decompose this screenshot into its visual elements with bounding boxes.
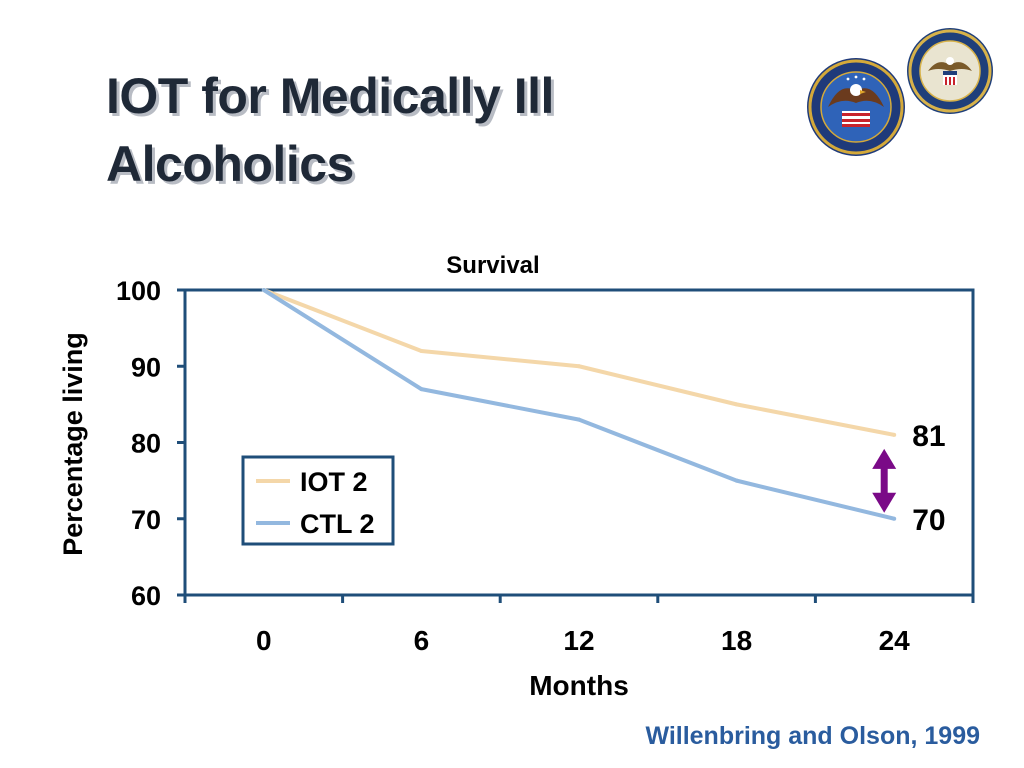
slide-title: IOT for Medically Ill Alcoholics (106, 62, 746, 198)
slide-title-line-1: IOT for Medically Ill (106, 68, 554, 124)
data-point (892, 432, 897, 437)
x-axis: 0 6 12 18 24 (183, 595, 975, 656)
data-point (577, 364, 581, 369)
data-point (734, 402, 739, 407)
x-tick-label: 0 (256, 625, 272, 656)
series-layer: 81 70 (261, 288, 946, 537)
x-tick-label: 12 (563, 625, 594, 656)
difference-arrow (872, 448, 897, 513)
data-point (419, 349, 424, 353)
data-point (419, 387, 424, 392)
x-axis-label: Months (529, 670, 629, 701)
data-point (261, 288, 266, 292)
legend-label: IOT 2 (300, 467, 368, 497)
y-tick-label: 80 (131, 429, 161, 459)
legend-box (241, 455, 395, 546)
data-point (892, 516, 897, 521)
x-tick-label: 18 (721, 625, 752, 656)
citation: Willenbring and Olson, 1999 (645, 722, 980, 750)
chart-title: Survival (446, 252, 539, 279)
data-label: 81 (912, 420, 945, 453)
data-label: 70 (912, 504, 945, 537)
department-of-defense-seal (906, 27, 994, 115)
data-point (577, 417, 581, 422)
data-point (734, 478, 739, 483)
y-axis: 60 70 80 90 100 (116, 276, 185, 611)
x-tick-label: 6 (414, 625, 430, 656)
veterans-affairs-seal (806, 57, 906, 157)
slide-title-line-2: Alcoholics (106, 136, 354, 192)
plot-area-frame (183, 288, 975, 597)
y-tick-label: 60 (131, 581, 161, 611)
legend: IOT 2 CTL 2 (241, 455, 395, 546)
y-tick-label: 100 (116, 276, 161, 306)
x-tick-label: 24 (879, 625, 911, 656)
legend-label: CTL 2 (300, 509, 375, 539)
y-tick-label: 70 (131, 505, 161, 535)
y-tick-label: 90 (131, 352, 161, 382)
y-axis-label: Percentage living (58, 332, 88, 556)
annotation-layer (872, 448, 897, 513)
series-line-iot (263, 288, 895, 437)
